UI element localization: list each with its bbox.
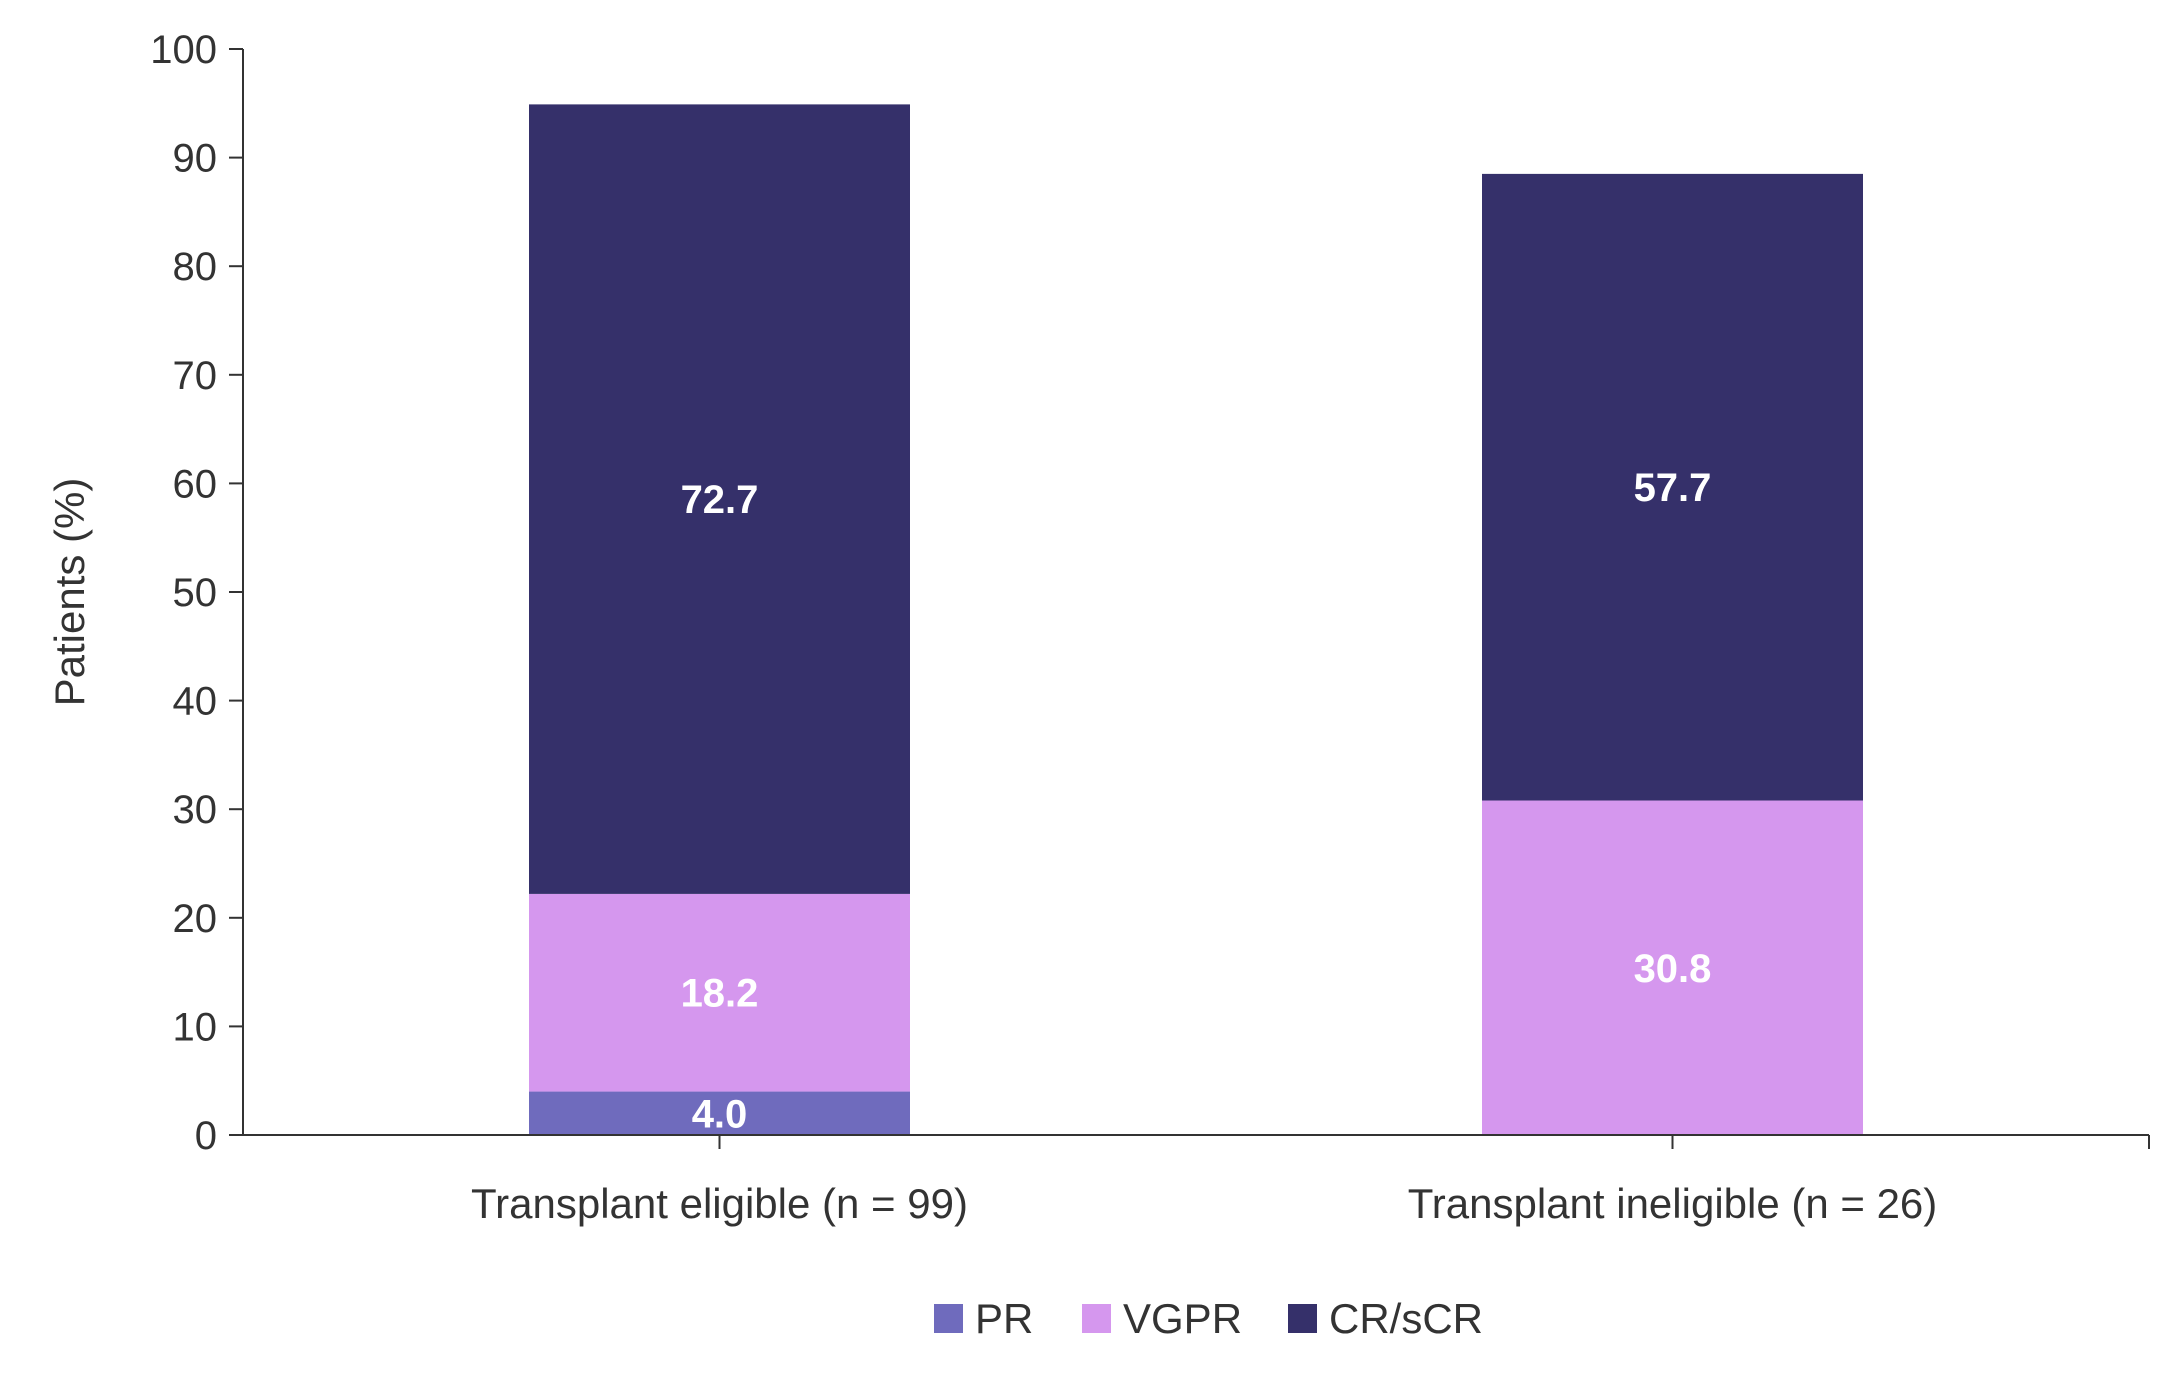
- y-axis-ticks: 0 10 20 30 40 50 60 70 80 90 100: [150, 28, 243, 1158]
- legend-swatch: [1288, 1304, 1317, 1333]
- data-label: 72.7: [681, 478, 759, 522]
- y-axis-label: Patients (%): [46, 478, 93, 707]
- bar-segment-crscr: [529, 104, 910, 894]
- bar-segment-vgpr: [1482, 800, 1863, 1135]
- legend-swatch: [1082, 1304, 1111, 1333]
- data-label: 18.2: [681, 972, 759, 1016]
- legend-item-crscr: CR/sCR: [1288, 1295, 1483, 1342]
- bar-segment-crscr: [1482, 173, 1863, 801]
- bar-segment-pr: [529, 1091, 910, 1135]
- y-tick-label: 50: [173, 571, 218, 615]
- y-tick-label: 40: [173, 680, 218, 724]
- y-tick-label: 60: [173, 462, 218, 506]
- legend-label: VGPR: [1123, 1295, 1242, 1342]
- legend-item-vgpr: VGPR: [1082, 1295, 1242, 1342]
- bars: 4.0 18.2 72.7 30.8 57.7: [529, 104, 1863, 1136]
- y-tick-label: 30: [173, 788, 218, 832]
- legend-swatch: [934, 1304, 963, 1333]
- axes: [229, 49, 2150, 1149]
- data-label: 30.8: [1634, 947, 1712, 991]
- y-tick-label: 0: [195, 1114, 217, 1158]
- bar-segment-vgpr: [529, 893, 910, 1092]
- legend-item-pr: PR: [934, 1295, 1033, 1342]
- x-axis-categories: Transplant eligible (n = 99) Transplant i…: [471, 1180, 1937, 1227]
- y-tick-label: 100: [150, 28, 217, 72]
- legend-label: PR: [975, 1295, 1033, 1342]
- y-tick-label: 70: [173, 354, 218, 398]
- y-tick-label: 90: [173, 137, 218, 181]
- x-category-label: Transplant eligible (n = 99): [471, 1180, 968, 1227]
- y-tick-label: 10: [173, 1005, 218, 1049]
- x-category-label: Transplant ineligible (n = 26): [1408, 1180, 1938, 1227]
- y-tick-label: 20: [173, 897, 218, 941]
- legend-label: CR/sCR: [1329, 1295, 1483, 1342]
- data-label: 4.0: [692, 1092, 748, 1136]
- legend: PR VGPR CR/sCR: [934, 1295, 1483, 1342]
- data-label: 57.7: [1634, 466, 1712, 510]
- y-tick-label: 80: [173, 245, 218, 289]
